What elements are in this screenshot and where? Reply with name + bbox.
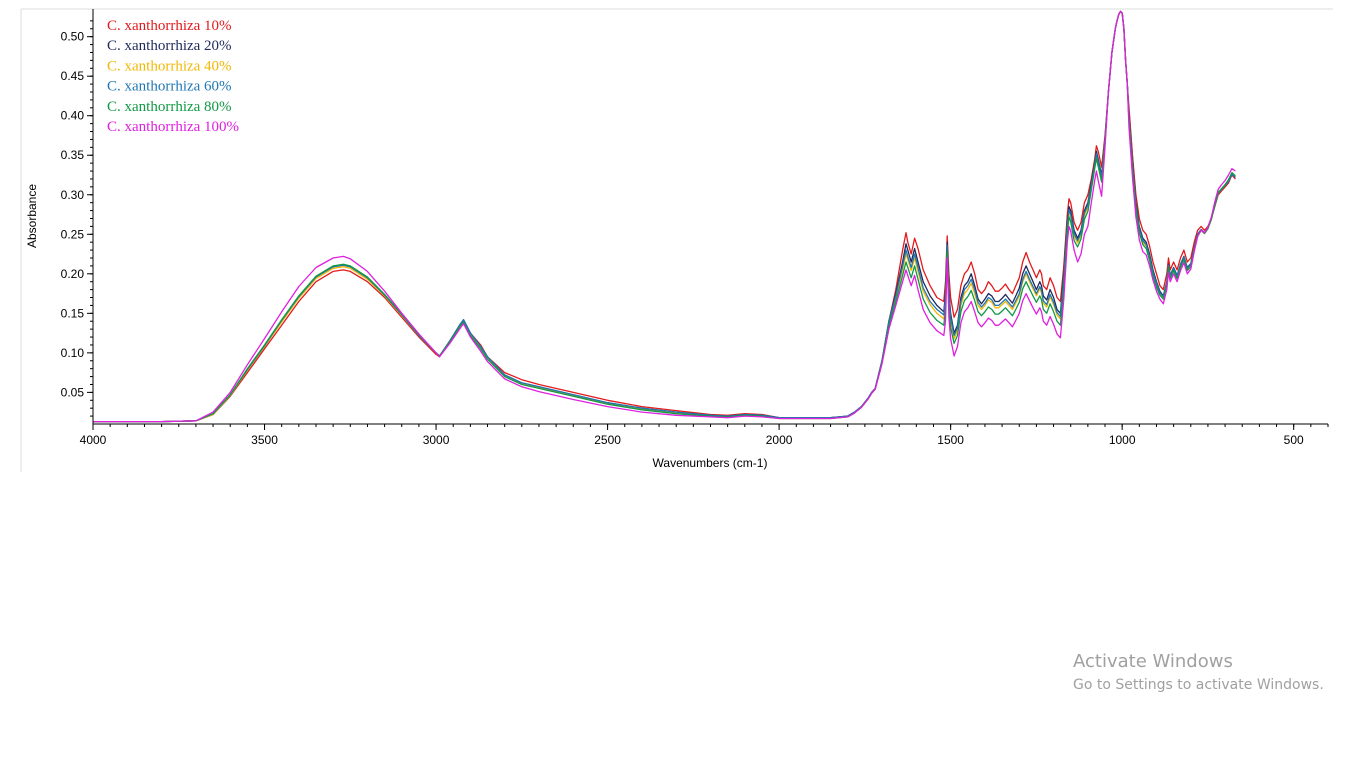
- axes-layer: 4000 3500 3000 2500 2000 1500 1000 500 0.05 0.10 0…: [61, 9, 1329, 447]
- legend-item-4: C. xanthorrhiza 60%: [107, 79, 232, 95]
- legend: C. xanthorrhiza 10% C. xanthorrhiza 20% C.…: [107, 18, 239, 135]
- y-tick-label: 0.10: [61, 346, 85, 360]
- y-axis-title: Absorbance: [25, 184, 39, 248]
- series-line-3: [93, 10, 1236, 423]
- legend-item-5: C. xanthorrhiza 80%: [107, 99, 232, 115]
- legend-item-6: C. xanthorrhiza 100%: [107, 119, 239, 135]
- x-tick-label: 3000: [423, 433, 450, 447]
- y-tick-label: 0.45: [61, 69, 85, 83]
- y-tick-label: 0.15: [61, 306, 85, 320]
- y-tick-label: 0.05: [61, 385, 85, 399]
- x-tick-label: 3500: [251, 433, 278, 447]
- y-tick-label: 0.40: [61, 109, 85, 123]
- x-tick-label: 4000: [80, 433, 107, 447]
- series-layer: [93, 10, 1236, 423]
- chart-frame: [20, 8, 1333, 472]
- series-line-4: [93, 10, 1236, 423]
- x-tick-label: 2500: [594, 433, 621, 447]
- series-line-1: [93, 10, 1236, 423]
- y-tick-label: 0.25: [61, 227, 85, 241]
- series-line-5: [93, 10, 1236, 423]
- x-tick-label: 500: [1284, 433, 1304, 447]
- y-tick-label: 0.50: [61, 30, 85, 44]
- y-tick-label: 0.30: [61, 188, 85, 202]
- activate-windows-title: Activate Windows: [1073, 651, 1233, 672]
- activate-windows-subtitle: Go to Settings to activate Windows.: [1073, 677, 1324, 693]
- series-line-2: [93, 10, 1236, 423]
- y-tick-label: 0.35: [61, 148, 85, 162]
- y-tick-label: 0.20: [61, 267, 85, 281]
- series-line-6: [93, 10, 1236, 423]
- legend-item-1: C. xanthorrhiza 10%: [107, 18, 232, 34]
- x-axis-title: Wavenumbers (cm-1): [653, 456, 768, 470]
- x-tick-label: 1500: [937, 433, 964, 447]
- legend-item-3: C. xanthorrhiza 40%: [107, 58, 232, 74]
- x-tick-label: 1000: [1109, 433, 1136, 447]
- x-tick-label: 2000: [766, 433, 793, 447]
- legend-item-2: C. xanthorrhiza 20%: [107, 38, 232, 54]
